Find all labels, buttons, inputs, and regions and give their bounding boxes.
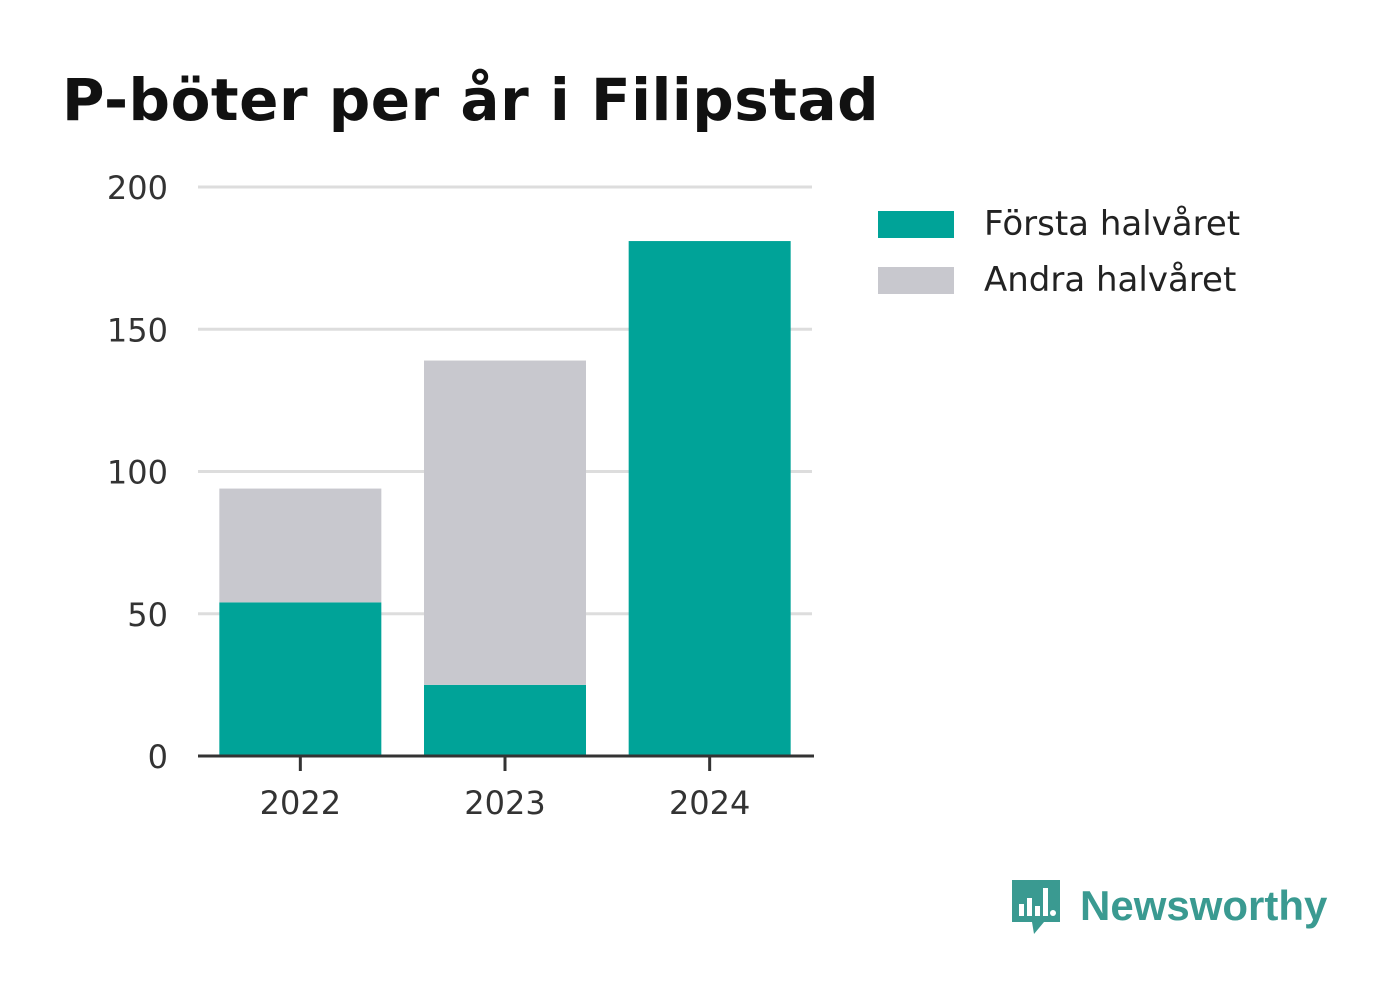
brand: Newsworthy: [1010, 876, 1327, 936]
x-tick-label-2022: 2022: [260, 784, 341, 822]
bar-2023-series-0: [424, 684, 586, 756]
legend-swatch-second-half: [878, 266, 954, 294]
legend-label-second-half: Andra halvåret: [984, 260, 1237, 300]
legend-item-first-half: Första halvåret: [878, 196, 1240, 252]
y-tick-label-50: 50: [127, 596, 168, 634]
legend-label-first-half: Första halvåret: [984, 204, 1241, 244]
legend-item-second-half: Andra halvåret: [878, 252, 1240, 308]
chart-title: P-böter per år i Filipstad: [62, 66, 880, 134]
legend: Första halvåret Andra halvåret: [878, 196, 1240, 308]
x-tick-label-2024: 2024: [669, 784, 750, 822]
y-tick-label-200: 200: [107, 169, 168, 207]
y-tick-label-0: 0: [148, 738, 168, 776]
newsworthy-logo-icon: [1012, 880, 1060, 934]
bars: [219, 241, 791, 756]
y-tick-label-150: 150: [107, 311, 168, 349]
x-tick-label-2023: 2023: [464, 784, 545, 822]
bar-2024-series-0: [628, 241, 791, 756]
legend-swatch-first-half: [878, 210, 954, 238]
axes: 0 50 100 150 200 2022 2023 2024: [107, 169, 814, 822]
bar-2022-series-0: [219, 602, 382, 756]
brand-name: Newsworthy: [1080, 882, 1328, 929]
y-tick-label-100: 100: [107, 454, 168, 492]
bar-2023-series-1: [424, 360, 586, 685]
bar-2022-series-1: [219, 488, 382, 603]
